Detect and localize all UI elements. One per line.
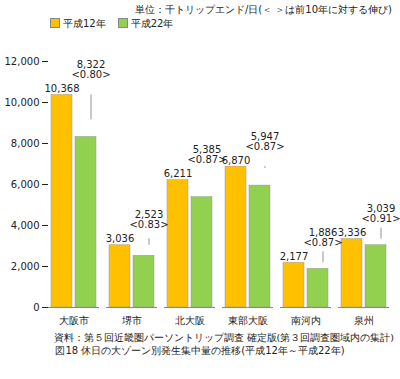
svg-text:6,211: 6,211 <box>164 168 193 179</box>
svg-text:2,523<0.83>: 2,523<0.83> <box>129 209 168 230</box>
svg-text:3,336: 3,336 <box>337 227 367 239</box>
svg-text:南河内: 南河内 <box>291 315 321 326</box>
html-text:平成12年: 平成12年 <box>63 18 106 29</box>
svg-text:3,036: 3,036 <box>106 233 135 244</box>
svg-text:10,368: 10,368 <box>45 83 80 94</box>
svg-text:3,039<0.91>: 3,039<0.91> <box>361 203 400 224</box>
svg-text:8,000: 8,000 <box>11 138 40 149</box>
svg-text:6,000: 6,000 <box>11 179 40 190</box>
svg-text:泉州: 泉州 <box>354 315 374 326</box>
svg-text:12,000: 12,000 <box>5 56 40 67</box>
svg-text:堺市: 堺市 <box>121 315 142 326</box>
html-text:資料：第５回近畿圏パーソントリップ調査 確定版(第３回調査圏: 資料：第５回近畿圏パーソントリップ調査 確定版(第３回調査圏域内の集計) <box>53 332 394 343</box>
html-text:図18 休日の大ゾーン別発生集中量の推移(平成12年～平成2: 図18 休日の大ゾーン別発生集中量の推移(平成12年～平成22年) <box>55 345 345 356</box>
html-text:平成22年: 平成22年 <box>130 18 174 29</box>
html-text:単位：千トリップエンド/日(＜ ＞は前10年に対する伸び): 単位：千トリップエンド/日(＜ ＞は前10年に対する伸び) <box>134 4 392 15</box>
svg-text:北大阪: 北大阪 <box>175 315 205 326</box>
svg-text:10,000: 10,000 <box>5 97 40 108</box>
svg-text:5,947<0.87>: 5,947<0.87> <box>245 131 284 152</box>
svg-text:2,000: 2,000 <box>11 261 40 272</box>
svg-text:大阪市: 大阪市 <box>59 315 89 326</box>
svg-text:4,000: 4,000 <box>11 220 40 231</box>
svg-text:6,870: 6,870 <box>221 154 251 166</box>
svg-text:5,385<0.87>: 5,385<0.87> <box>187 144 226 165</box>
svg-text:8,322<0.80>: 8,322<0.80> <box>71 59 110 80</box>
svg-text:0: 0 <box>33 302 39 313</box>
svg-text:東部大阪: 東部大阪 <box>228 315 268 326</box>
svg-text:2,177: 2,177 <box>280 251 309 262</box>
svg-text:1,886<0.87>: 1,886<0.87> <box>303 227 342 248</box>
